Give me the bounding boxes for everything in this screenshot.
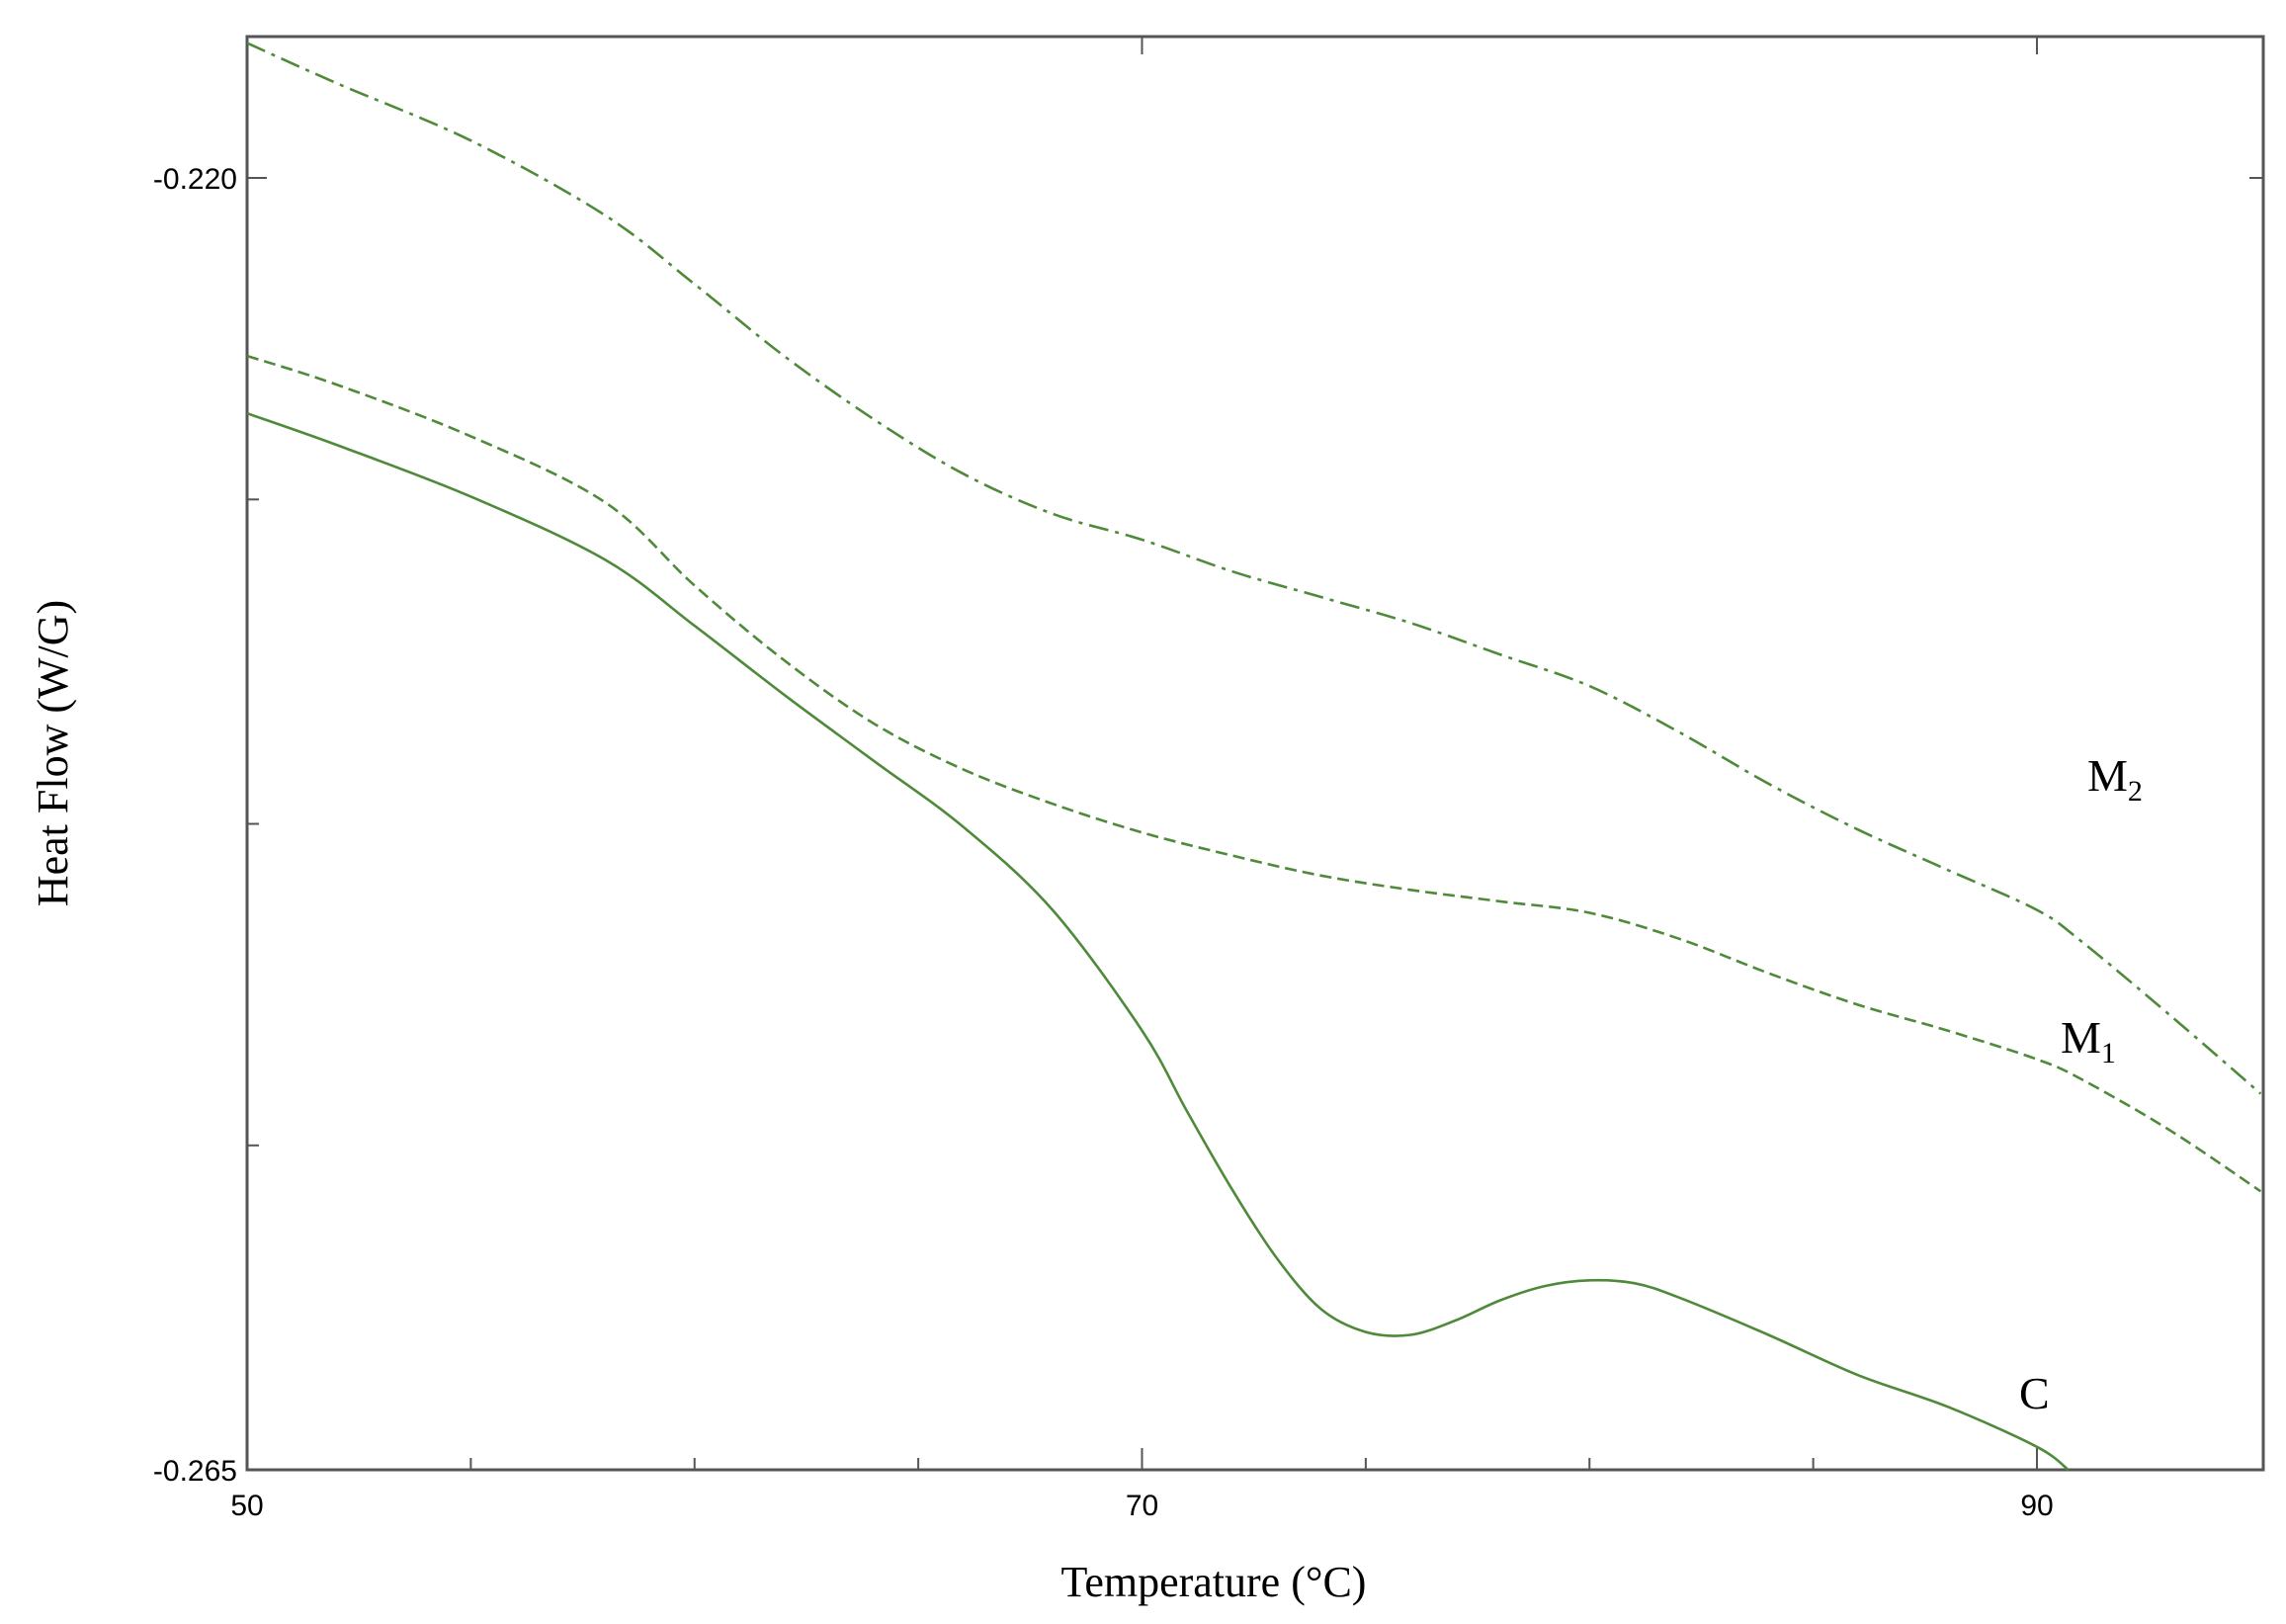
series-label-0: M2 xyxy=(2087,750,2143,808)
series-label-name: C xyxy=(2019,1368,2050,1418)
series-line-0 xyxy=(246,42,2262,1095)
series-label-2: C xyxy=(2019,1368,2050,1418)
plot-frame xyxy=(245,35,2265,1472)
series-line-2 xyxy=(246,411,2070,1472)
axis-ticks: 50 70 90 -0.220 -0.265 xyxy=(153,37,2263,1522)
series-line-1 xyxy=(246,354,2262,1193)
x-tick-label: 70 xyxy=(1126,1490,1158,1522)
x-axis-title: Temperature (°C) xyxy=(1061,1558,1367,1606)
series-label-name: M xyxy=(2087,750,2128,801)
y-axis-title: Heat Flow (W/G) xyxy=(29,600,77,906)
series-label-name: M xyxy=(2061,1012,2101,1063)
series-label-subscript: 1 xyxy=(2101,1037,2116,1069)
series-label-1: M1 xyxy=(2061,1012,2116,1069)
y-tick-label: -0.220 xyxy=(153,163,237,196)
series-label-subscript: 2 xyxy=(2128,775,2143,808)
y-tick-label: -0.265 xyxy=(153,1455,237,1488)
x-tick-label: 50 xyxy=(230,1490,263,1522)
x-tick-label: 90 xyxy=(2020,1490,2053,1522)
series-lines xyxy=(246,42,2262,1472)
